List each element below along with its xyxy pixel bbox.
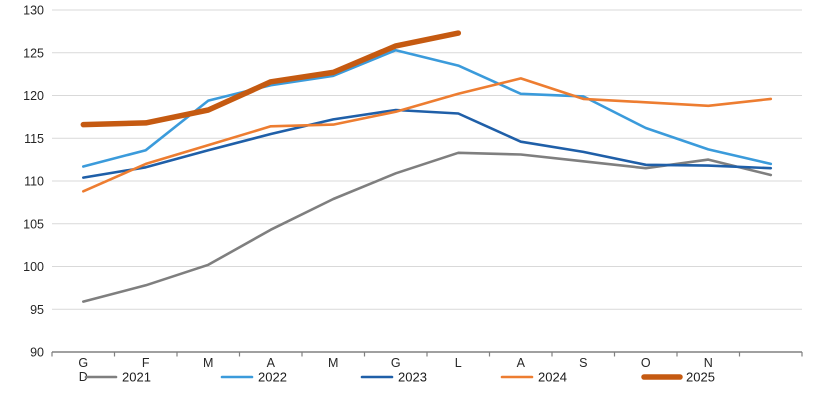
- y-axis-label: 100: [23, 260, 44, 274]
- x-axis-label: G: [78, 356, 88, 370]
- x-axis-label: A: [267, 356, 276, 370]
- y-axis-label: 95: [30, 303, 44, 317]
- series-2021-line: [82, 151, 773, 303]
- legend-label-2021: 2021: [122, 370, 151, 385]
- x-axis-label: G: [391, 356, 401, 370]
- legend-label-2025: 2025: [686, 370, 715, 385]
- x-axis-label: M: [203, 356, 213, 370]
- series-2025-line: [80, 30, 462, 128]
- series-2022-line: [82, 48, 773, 168]
- x-axis-label: F: [142, 356, 150, 370]
- series-2024-line: [82, 77, 773, 193]
- y-axis-label: 105: [23, 217, 44, 231]
- x-axis-label: D: [79, 370, 88, 384]
- x-axis-label: N: [704, 356, 713, 370]
- legend-label-2022: 2022: [258, 370, 287, 385]
- y-axis-label: 110: [24, 175, 44, 189]
- y-axis-label: 125: [23, 46, 44, 60]
- series-2023-line: [82, 108, 773, 179]
- legend-label-2023: 2023: [398, 370, 427, 385]
- x-axis-label: M: [328, 356, 338, 370]
- y-axis-label: 90: [30, 346, 44, 360]
- y-axis-label: 130: [23, 4, 44, 18]
- x-axis-label: O: [641, 356, 651, 370]
- y-axis-label: 120: [23, 89, 44, 103]
- y-axis-label: 115: [24, 132, 44, 146]
- x-axis-label: L: [455, 356, 462, 370]
- x-axis-label: A: [517, 356, 526, 370]
- x-axis-label: S: [579, 356, 587, 370]
- legend-label-2024: 2024: [538, 370, 567, 385]
